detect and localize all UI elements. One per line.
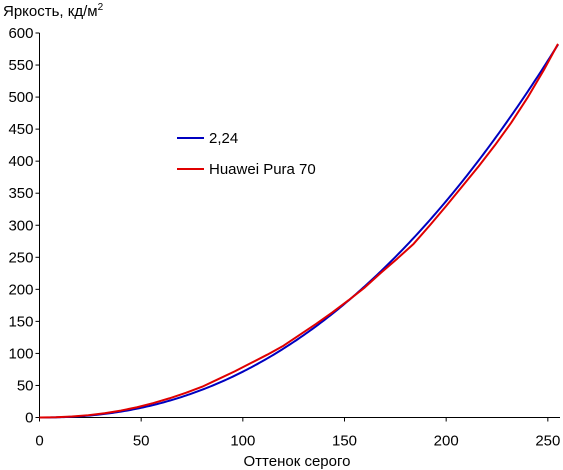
- x-tick-label: 200: [434, 433, 459, 450]
- y-tick-label: 100: [8, 345, 33, 362]
- series-line-1: [39, 44, 559, 419]
- y-tick-label: 300: [8, 217, 33, 234]
- y-tick-label: 250: [8, 249, 33, 266]
- y-tick-label: 600: [8, 25, 33, 42]
- legend-label-2: Huawei Pura 70: [209, 161, 316, 178]
- series-line-2: [39, 43, 559, 419]
- y-tick-label: 50: [17, 377, 34, 394]
- x-tick-label: 150: [332, 433, 357, 450]
- y-tick-label: 500: [8, 89, 33, 106]
- x-tick-label: 0: [35, 433, 43, 450]
- y-tick-label: 450: [8, 121, 33, 138]
- x-tick-label: 50: [133, 433, 150, 450]
- x-tick-label: 100: [230, 433, 255, 450]
- legend-label-1: 2,24: [209, 130, 238, 147]
- y-tick-label: 550: [8, 57, 33, 74]
- y-axis-title-superscript: 2: [98, 2, 104, 13]
- y-tick-label: 200: [8, 281, 33, 298]
- x-axis: 0 50 100 150 200 250: [35, 417, 560, 450]
- x-axis-title: Оттенок серого: [244, 453, 351, 470]
- y-tick-label: 400: [8, 153, 33, 170]
- y-tick-label: 0: [25, 410, 33, 427]
- y-axis-title: Яркость, кд/м2: [3, 2, 104, 20]
- plot-area: [39, 43, 559, 419]
- x-tick-label: 250: [535, 433, 560, 450]
- legend: 2,24 Huawei Pura 70: [177, 130, 316, 178]
- y-axis: 0 50 100 150 200 250 300 350 400 450 500 550 600: [8, 25, 40, 427]
- y-tick-label: 350: [8, 185, 33, 202]
- y-tick-label: 150: [8, 313, 33, 330]
